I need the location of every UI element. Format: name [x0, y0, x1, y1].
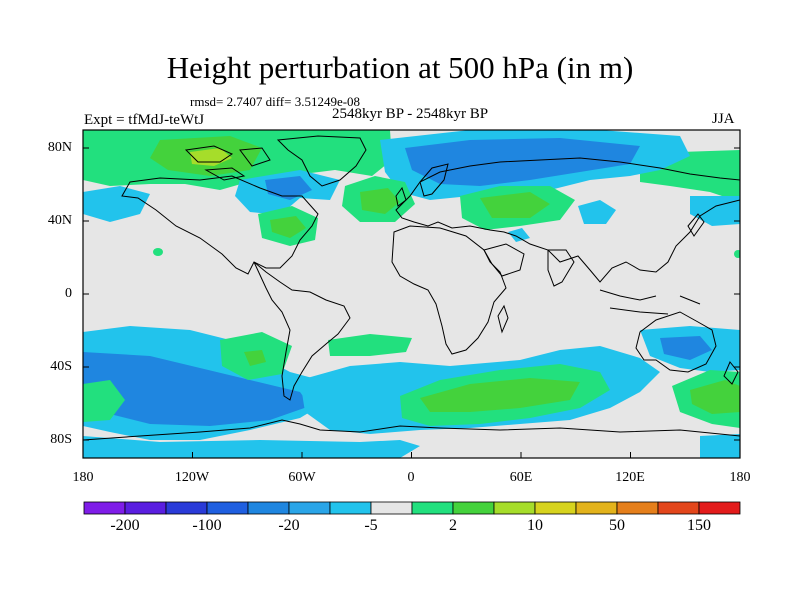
y-tick-label-80s: 80S [50, 432, 72, 447]
colorbar-swatch [124, 501, 167, 515]
contour-pacific-lightblue [83, 186, 150, 222]
colorbar-label-4: 2 [449, 517, 457, 534]
coastline-australia [635, 311, 717, 373]
colorbar-swatch [329, 501, 372, 515]
x-tick-label-0: 0 [407, 470, 415, 485]
colorbar-swatch [411, 501, 454, 515]
contour-satlantic-green [328, 334, 412, 356]
contour-chile-bright [244, 350, 266, 366]
colorbar-label-2: -20 [278, 517, 300, 534]
y-tick-label-40s: 40S [50, 359, 72, 374]
x-tick-label-180w: 180 [72, 470, 94, 485]
contour-indian-bright [420, 378, 580, 412]
colorbar-label-0: -200 [110, 517, 140, 534]
colorbar-swatch [206, 501, 249, 515]
experiment-label: Expt = tfMdJ-teWtJ [84, 112, 205, 128]
contour-antarctic-lightblue [83, 436, 420, 458]
coastline-antarctica [83, 419, 740, 441]
x-tick-label-60w: 60W [288, 470, 316, 485]
x-tick-label-60e: 60E [509, 470, 533, 485]
contour-spacific-green-west [83, 380, 125, 422]
contour-spacific-blue [83, 352, 310, 426]
contour-middle-east-lightblue [508, 228, 530, 242]
coastline-new-zealand [723, 361, 739, 385]
colorbar-swatch [616, 501, 659, 515]
coastline-north-america [121, 175, 319, 275]
coastline-india [547, 249, 575, 287]
colorbar-swatch [288, 501, 331, 515]
y-tick-label-80n: 80N [47, 140, 72, 155]
contour-speck-east [734, 250, 740, 258]
coastlines [83, 135, 740, 441]
x-tick-label-180e: 180 [729, 470, 751, 485]
x-tick-label-120w: 120W [174, 470, 210, 485]
contour-eurasia-blue [405, 138, 640, 186]
colorbar-label-7: 150 [687, 517, 711, 534]
colorbar-swatch [247, 501, 290, 515]
colorbar-label-6: 50 [609, 517, 625, 534]
period-label: 2548kyr BP - 2548kyr BP [331, 106, 489, 122]
coastline-eurasia [395, 157, 740, 283]
coastline-madagascar [497, 304, 509, 334]
colorbar-label-3: -5 [364, 517, 378, 534]
contour-atlantic-bright [360, 188, 400, 214]
x-tick-label-120e: 120E [615, 470, 645, 485]
contour-east-bright [690, 380, 740, 414]
contour-asia-lightblue [578, 200, 616, 224]
contour-antarctic-east-lightblue [700, 434, 740, 458]
coastline-uk [395, 186, 407, 207]
contour-fields [83, 130, 740, 458]
coastline-indonesia [599, 289, 701, 315]
coastline-scandinavia [419, 163, 449, 197]
contour-namerica-bright [270, 216, 306, 238]
contour-speck [153, 248, 163, 256]
coastline-japan [687, 213, 705, 237]
colorbar-swatch [83, 501, 126, 515]
coastline-greenland [276, 135, 367, 187]
y-tick-label-0: 0 [65, 286, 72, 301]
stats-label: rmsd= 2.7407 diff= 3.51249e-08 [190, 94, 361, 109]
coastline-arctic-islands [184, 145, 271, 181]
coastline-south-america [253, 261, 351, 401]
colorbar-swatch [370, 501, 413, 515]
colorbar-label-1: -100 [192, 517, 222, 534]
coastline-africa [391, 225, 507, 355]
colorbar-swatch [452, 501, 495, 515]
colorbar-swatch [493, 501, 536, 515]
y-tick-label-40n: 40N [47, 213, 72, 228]
colorbar-swatch [534, 501, 577, 515]
colorbar-label-5: 10 [527, 517, 543, 534]
contour-australia-blue [660, 336, 712, 360]
colorbar-swatch [575, 501, 618, 515]
map-title: Height perturbation at 500 hPa (in m) [166, 50, 634, 85]
contour-asia-bright [480, 192, 550, 218]
season-label: JJA [712, 111, 735, 127]
axis-ticks [82, 147, 741, 458]
colorbar-swatch [165, 501, 208, 515]
coastline-arabia [483, 243, 525, 277]
colorbar [83, 501, 741, 515]
colorbar-swatch [698, 501, 741, 515]
colorbar-swatch [657, 501, 700, 515]
